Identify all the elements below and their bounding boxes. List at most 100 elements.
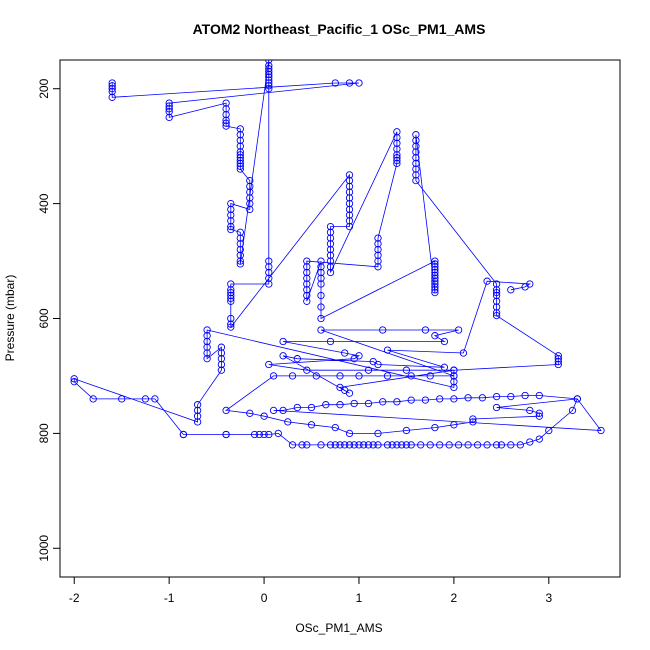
data-point [445, 441, 453, 449]
data-point [374, 240, 382, 248]
data-point [265, 70, 273, 79]
data-point [350, 399, 358, 408]
data-point [374, 234, 382, 242]
data-point [118, 395, 126, 403]
data-point [535, 412, 543, 420]
data-point [288, 441, 297, 449]
data-point [507, 392, 515, 401]
data-point [374, 429, 382, 438]
data-point [436, 395, 444, 403]
data-point [393, 159, 401, 168]
data-point [393, 441, 401, 449]
x-axis: -2 -1 0 1 2 3 [69, 576, 552, 605]
data-point [222, 110, 230, 119]
data-point [317, 280, 325, 288]
data-point [222, 116, 230, 124]
data-point [317, 274, 325, 282]
data-point [412, 142, 420, 150]
data-point [165, 108, 173, 116]
data-point [265, 67, 273, 76]
y-tick-label: 1000 [37, 535, 51, 562]
data-point [193, 418, 202, 426]
data-point [222, 119, 230, 127]
data-point [393, 139, 401, 147]
data-point [440, 363, 449, 371]
data-point [260, 412, 268, 420]
data-point [222, 122, 230, 130]
data-point [250, 430, 259, 439]
data-point [222, 105, 230, 113]
x-tick-label: 0 [261, 591, 268, 605]
data-point [431, 277, 439, 285]
data-point [545, 426, 553, 435]
data-point [369, 441, 377, 449]
data-point [193, 401, 202, 409]
data-point [317, 257, 325, 265]
data-point [336, 401, 344, 409]
data-point [402, 441, 411, 449]
data-point [227, 291, 235, 300]
data-point [303, 263, 311, 271]
data-point [483, 441, 491, 449]
data-point [326, 268, 335, 277]
data-point [265, 274, 273, 282]
x-tick-label: -2 [69, 591, 80, 605]
data-point [360, 441, 368, 449]
data-point [108, 93, 116, 101]
data-point [345, 389, 354, 397]
data-point [345, 171, 354, 179]
data-point [108, 85, 116, 93]
data-point [459, 349, 468, 357]
data-point [298, 441, 306, 449]
data-point [426, 372, 434, 380]
data-point [393, 154, 401, 162]
data-point [303, 297, 311, 305]
data-point [412, 136, 420, 145]
data-point [236, 151, 244, 159]
data-point [431, 332, 439, 340]
data-point [255, 430, 263, 439]
chart-title: ATOM2 Northeast_Pacific_1 OSc_PM1_AMS [193, 21, 486, 37]
data-point [492, 303, 501, 311]
x-axis-label: OSc_PM1_AMS [295, 621, 382, 635]
data-point [179, 430, 188, 439]
data-point [236, 240, 244, 248]
data-point [265, 268, 273, 277]
data-point [303, 268, 311, 277]
data-point [412, 154, 420, 162]
data-point [265, 76, 273, 84]
data-point [236, 142, 244, 150]
data-point [464, 394, 472, 402]
data-point [407, 441, 415, 449]
data-point [345, 441, 354, 449]
data-point [450, 395, 458, 403]
data-point [355, 79, 363, 87]
data-point [236, 148, 244, 156]
data-point [374, 245, 382, 254]
data-point [303, 366, 311, 374]
data-point [284, 418, 292, 426]
data-point [260, 430, 268, 439]
data-point [269, 372, 278, 380]
data-point [217, 355, 226, 363]
data-point [554, 352, 562, 360]
data-point [492, 280, 501, 288]
data-point [412, 171, 420, 179]
data-point [421, 396, 430, 404]
data-point [450, 421, 458, 429]
data-point [507, 286, 515, 294]
data-point [236, 245, 244, 254]
x-tick-label: 3 [545, 591, 552, 605]
data-point [203, 343, 211, 351]
data-point [440, 337, 449, 346]
data-point [317, 326, 325, 334]
data-point [355, 372, 363, 380]
data-point [227, 314, 235, 323]
data-point [70, 378, 78, 386]
data-point [402, 366, 411, 374]
data-point [383, 346, 392, 354]
data-point [151, 395, 159, 403]
data-point [246, 205, 254, 214]
data-point [265, 360, 273, 369]
